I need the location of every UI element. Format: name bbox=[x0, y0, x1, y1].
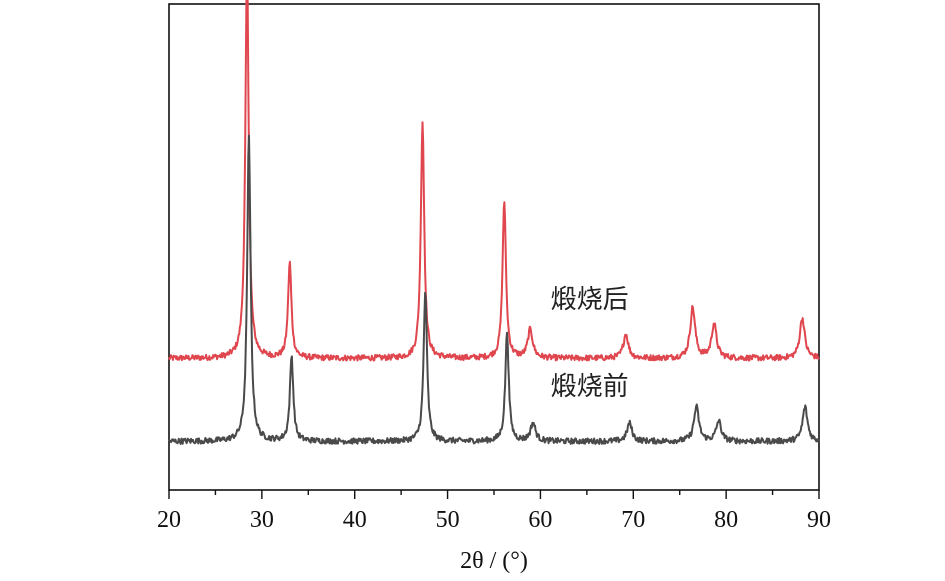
x-axis-ticks bbox=[168, 490, 820, 499]
x-tick-label: 70 bbox=[621, 507, 645, 533]
x-tick-label: 40 bbox=[343, 507, 367, 533]
x-axis-tick-labels: 20 30 40 50 60 70 80 90 bbox=[157, 507, 831, 533]
x-axis-title: 2θ / (°) bbox=[460, 548, 528, 574]
x-tick-label: 60 bbox=[528, 507, 552, 533]
x-tick-label: 30 bbox=[250, 507, 274, 533]
series-line-2 bbox=[168, 134, 820, 445]
x-tick-label: 90 bbox=[807, 507, 831, 533]
series-lines bbox=[168, 0, 820, 445]
x-tick-label: 20 bbox=[157, 507, 181, 533]
x-tick-label: 50 bbox=[436, 507, 460, 533]
series-line-1 bbox=[168, 0, 820, 362]
x-tick-label: 80 bbox=[714, 507, 738, 533]
plot-frame bbox=[168, 3, 820, 491]
series-label-2: 煅烧前 bbox=[551, 372, 629, 402]
series-label-1: 煅烧后 bbox=[551, 285, 629, 315]
